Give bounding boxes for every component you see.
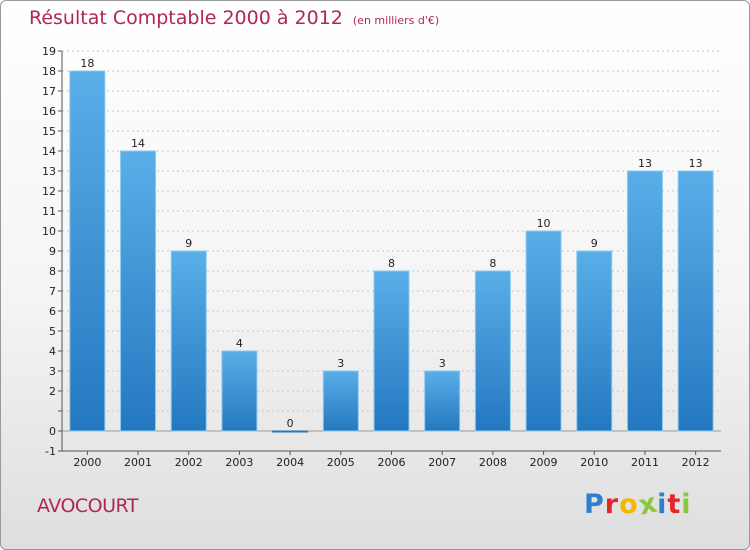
data-label-2010: 9 <box>591 237 598 250</box>
bar-2002 <box>170 250 207 432</box>
data-label-2012: 13 <box>689 157 703 170</box>
x-tick-label-2011: 2011 <box>631 456 659 469</box>
y-tick-label-13: 13 <box>42 165 56 178</box>
logo-letter: P <box>584 489 605 520</box>
bar-2007 <box>424 370 461 432</box>
x-tick-label-2004: 2004 <box>276 456 304 469</box>
proxiti-logo[interactable]: Proxiti <box>584 487 692 521</box>
data-label-2002: 9 <box>185 237 192 250</box>
data-label-2001: 14 <box>131 137 145 150</box>
y-tick-label-7: 7 <box>49 285 56 298</box>
y-tick-label-9: 9 <box>49 245 56 258</box>
y-tick-label-14: 14 <box>42 145 56 158</box>
y-tick-label-3: 3 <box>49 365 56 378</box>
y-tick-label-19: 19 <box>42 45 56 58</box>
data-label-2004: 0 <box>287 417 294 430</box>
data-label-2005: 3 <box>337 357 344 370</box>
x-tick-label-2003: 2003 <box>225 456 253 469</box>
data-label-2000: 18 <box>80 57 94 70</box>
x-tick-label-2007: 2007 <box>428 456 456 469</box>
bar-2012 <box>677 170 714 432</box>
x-tick-label-2008: 2008 <box>479 456 507 469</box>
y-tick-label--1: -1 <box>45 445 56 458</box>
y-tick-label-12: 12 <box>42 185 56 198</box>
bar-2010 <box>576 250 613 432</box>
logo-letter: i <box>657 489 668 520</box>
y-tick-label-15: 15 <box>42 125 56 138</box>
x-tick-label-2002: 2002 <box>175 456 203 469</box>
logo-letter: t <box>667 489 682 520</box>
bar-2000 <box>69 70 106 432</box>
chart-unit: (en milliers d'€) <box>352 14 440 27</box>
logo-letter: i <box>681 489 692 520</box>
chart-title: Résultat Comptable 2000 à 2012 <box>29 7 343 29</box>
data-label-2003: 4 <box>236 337 243 350</box>
y-tick-label-11: 11 <box>42 205 56 218</box>
y-tick-label-0: 0 <box>49 425 56 438</box>
y-tick-label-5: 5 <box>49 325 56 338</box>
x-tick-label-2001: 2001 <box>124 456 152 469</box>
bar-2011 <box>626 170 663 432</box>
bars <box>69 70 714 433</box>
y-tick-label-18: 18 <box>42 65 56 78</box>
bar-2009 <box>525 230 562 432</box>
data-label-2006: 8 <box>388 257 395 270</box>
bar-2004 <box>272 430 309 433</box>
data-label-2007: 3 <box>439 357 446 370</box>
title-line: Résultat Comptable 2000 à 2012 (en millie… <box>29 7 439 29</box>
bar-2006 <box>373 270 410 432</box>
y-tick-label-10: 10 <box>42 225 56 238</box>
y-tick-label-6: 6 <box>49 305 56 318</box>
y-tick-label-2: 2 <box>49 385 56 398</box>
logo-letter: o <box>619 489 639 520</box>
x-tick-label-2005: 2005 <box>327 456 355 469</box>
x-tick-label-2012: 2012 <box>682 456 710 469</box>
labels: -1 0 2 3 4 5 6 7 8 9 10 11 12 13 14 15 16 17 18 19 18 2000 14 2… <box>42 45 710 469</box>
x-tick-label-2010: 2010 <box>580 456 608 469</box>
data-label-2009: 10 <box>537 217 551 230</box>
y-tick-label-16: 16 <box>42 105 56 118</box>
bar-2001 <box>120 150 157 432</box>
commune-name: AVOCOURT <box>37 495 138 517</box>
logo-letter: r <box>604 489 620 520</box>
bar-2003 <box>221 350 258 432</box>
x-tick-label-2000: 2000 <box>73 456 101 469</box>
y-tick-label-4: 4 <box>49 345 56 358</box>
data-label-2011: 13 <box>638 157 652 170</box>
y-tick-label-8: 8 <box>49 265 56 278</box>
x-tick-label-2009: 2009 <box>530 456 558 469</box>
bar-2005 <box>322 370 359 432</box>
x-tick-label-2006: 2006 <box>378 456 406 469</box>
y-tick-label-17: 17 <box>42 85 56 98</box>
data-label-2008: 8 <box>489 257 496 270</box>
bar-2008 <box>474 270 511 432</box>
